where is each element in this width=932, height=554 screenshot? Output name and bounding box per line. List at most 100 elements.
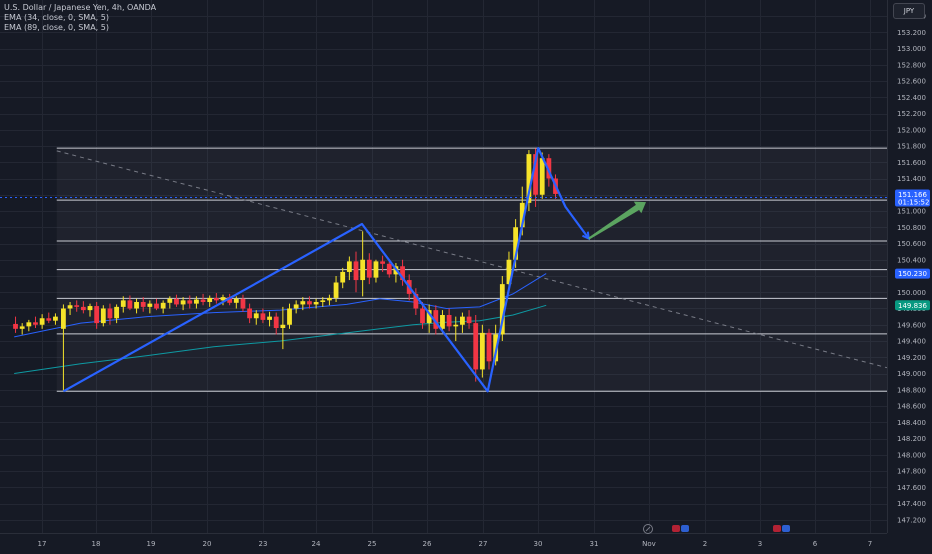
price-tick-label: 153.200 [897,29,926,37]
price-tick-label: 149.200 [897,354,926,362]
candle-body [260,313,266,320]
dividend-icon [643,524,653,534]
dividend-icon-slash [645,526,651,532]
price-tick-label: 150.600 [897,240,926,248]
price-tick-label: 151.800 [897,143,926,151]
time-label-24: 24 [312,540,321,548]
candle-body [380,261,386,264]
candle-body [453,324,459,327]
price-tick-label: 149.400 [897,338,926,346]
candle-body [127,300,133,309]
dividend-icon-ring [643,524,653,534]
candle-body [233,298,239,303]
ema34-legend[interactable]: EMA (34, close, 0, SMA, 5) [4,13,109,22]
price-tick-label: 147.200 [897,516,926,524]
candle-body [87,306,93,311]
candle-body [426,310,432,324]
time-label-18: 18 [92,540,101,548]
time-label-30: 30 [534,540,543,548]
ema34-price-tag [895,268,930,279]
candle-body [486,332,492,362]
candle-body [253,313,259,319]
candle-body [61,308,66,329]
candle-body [499,284,505,335]
symbol-title[interactable]: U.S. Dollar / Japanese Yen, 4h, OANDA [4,3,157,12]
us-event-icon-a [672,525,680,532]
candle-body [293,304,299,309]
candle-body [440,315,445,329]
candle-body [107,308,113,319]
price-tick-label: 147.400 [897,500,926,508]
currency-button[interactable]: JPY [893,3,925,19]
candle-body [33,322,38,325]
price-tick-label: 148.400 [897,419,926,427]
time-label-19: 19 [147,540,156,548]
candle-body [94,306,100,324]
price-tick-label: 148.200 [897,435,926,443]
us-event-icon [672,525,689,532]
candle-body [386,263,392,275]
price-tick-label: 150.000 [897,289,926,297]
candle-body [213,297,219,301]
price-tick-label: 151.600 [897,159,926,167]
ema34-price-value: 150.230 [898,270,927,278]
price-tick-label: 152.000 [897,126,926,134]
ema89-legend[interactable]: EMA (89, close, 0, SMA, 5) [4,23,109,32]
chart-legend: U.S. Dollar / Japanese Yen, 4h, OANDA EM… [4,3,156,33]
candle-body [19,326,25,329]
candle-body [446,315,452,327]
candle-body [533,154,538,195]
price-tick-label: 152.200 [897,110,926,118]
price-tick-label: 147.600 [897,484,926,492]
candle-body [273,316,279,328]
time-label-17: 17 [38,540,47,548]
candle-body [353,261,359,281]
candle-body [207,297,213,302]
candle-body [513,227,519,260]
current-price-tag [895,189,930,207]
candle-body [74,305,80,307]
price-tick-label: 148.600 [897,403,926,411]
time-label-3: 3 [758,540,762,548]
candle-body [46,318,52,321]
time-label-26: 26 [423,540,432,548]
price-tick-label: 150.800 [897,224,926,232]
candle-body [526,154,532,203]
time-label-23: 23 [259,540,268,548]
candle-body [473,323,479,370]
ema89-line [14,304,547,374]
time-label-25: 25 [368,540,377,548]
candle-body [373,261,379,278]
candle-body [366,259,372,278]
pattern-zigzag [62,147,590,393]
candle-body [300,301,306,305]
candle-body [247,308,253,319]
candle-body [53,316,58,321]
candle-body [307,301,312,305]
candle-body [67,305,73,309]
us-event-icon-2 [773,525,790,532]
candle-body [120,300,126,307]
candle-body [200,299,206,302]
price-tick-label: 151.400 [897,175,926,183]
candle-body [400,266,405,281]
candle-body [160,302,166,309]
candle-body [506,259,512,285]
candle-body [539,158,545,195]
projection-arrow [588,201,646,240]
price-tick-label: 152.400 [897,94,926,102]
candle-body [140,302,146,307]
candle-body [280,324,286,328]
time-label-2: 2 [703,540,707,548]
candle-body [114,306,120,319]
candle-body [333,282,339,298]
candle-body [39,318,45,325]
candle-body [360,259,366,281]
time-label-27: 27 [479,540,488,548]
candle-body [227,297,233,303]
time-label-20: 20 [203,540,212,548]
candle-body [433,310,439,329]
candle-body [313,302,319,305]
